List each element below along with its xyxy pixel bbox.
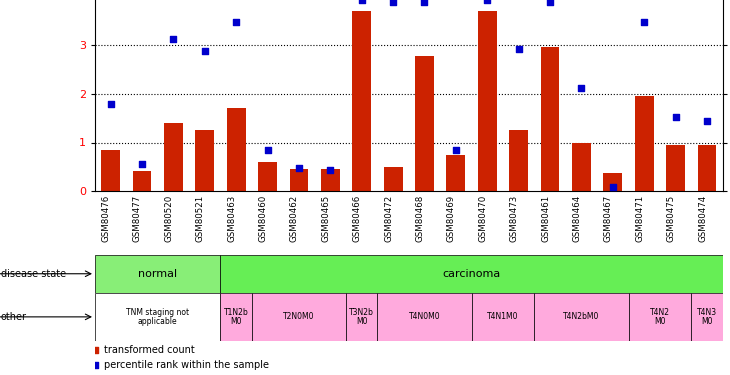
Point <box>231 19 242 25</box>
Bar <box>384 167 402 191</box>
Text: normal: normal <box>138 269 177 279</box>
Point <box>607 184 619 190</box>
Bar <box>252 292 346 341</box>
Text: GSM80477: GSM80477 <box>133 194 142 242</box>
Bar <box>472 292 534 341</box>
Bar <box>534 292 629 341</box>
Text: GSM80474: GSM80474 <box>698 194 707 242</box>
Text: T4N3
M0: T4N3 M0 <box>697 308 717 326</box>
Text: T4N0M0: T4N0M0 <box>409 312 440 321</box>
Text: T4N2
M0: T4N2 M0 <box>650 308 670 326</box>
Text: T3N2b
M0: T3N2b M0 <box>349 308 374 326</box>
Text: GSM80460: GSM80460 <box>258 194 268 242</box>
Point <box>482 0 493 3</box>
Bar <box>133 171 151 191</box>
Text: GSM80461: GSM80461 <box>541 194 550 242</box>
Bar <box>164 123 182 191</box>
Text: T4N1M0: T4N1M0 <box>487 312 519 321</box>
Bar <box>478 11 496 191</box>
Bar <box>447 154 465 191</box>
Text: GSM80521: GSM80521 <box>196 194 205 242</box>
Point <box>262 147 274 153</box>
Text: T1N2b
M0: T1N2b M0 <box>224 308 248 326</box>
Text: GSM80462: GSM80462 <box>290 194 299 242</box>
Point <box>388 0 399 5</box>
Point <box>277 162 289 168</box>
Point <box>356 0 368 3</box>
Text: TNM staging not
applicable: TNM staging not applicable <box>126 308 189 326</box>
Text: GSM80472: GSM80472 <box>384 194 393 242</box>
Point <box>293 165 305 171</box>
Point <box>137 161 148 167</box>
Bar <box>510 130 528 191</box>
Text: GSM80466: GSM80466 <box>353 194 362 242</box>
Point <box>168 36 180 42</box>
Point <box>199 48 211 54</box>
Bar <box>604 173 622 191</box>
Point <box>513 46 525 52</box>
Text: GSM80475: GSM80475 <box>666 194 676 242</box>
Bar <box>691 292 723 341</box>
Bar <box>227 108 245 191</box>
Bar <box>698 145 716 191</box>
Point <box>702 118 713 124</box>
Text: GSM80468: GSM80468 <box>415 194 425 242</box>
Bar <box>572 142 591 191</box>
Bar <box>377 292 472 341</box>
Bar <box>95 292 220 341</box>
Text: GSM80520: GSM80520 <box>164 194 174 242</box>
Text: T4N2bM0: T4N2bM0 <box>564 312 599 321</box>
Bar <box>629 292 691 341</box>
Text: GSM80464: GSM80464 <box>572 194 582 242</box>
Text: T2N0M0: T2N0M0 <box>283 312 315 321</box>
Bar <box>290 170 308 191</box>
Bar <box>353 11 371 191</box>
Bar <box>321 170 339 191</box>
Point <box>105 100 117 106</box>
Text: GSM80467: GSM80467 <box>604 194 613 242</box>
Point <box>419 0 431 5</box>
Bar <box>415 56 434 191</box>
Point <box>576 85 588 91</box>
Bar <box>635 96 653 191</box>
Text: disease state: disease state <box>1 269 66 279</box>
Text: GSM80465: GSM80465 <box>321 194 331 242</box>
Point <box>277 299 289 305</box>
Text: GSM80476: GSM80476 <box>101 194 111 242</box>
Bar <box>541 48 559 191</box>
Point <box>325 167 337 173</box>
Text: GSM80463: GSM80463 <box>227 194 237 242</box>
Point <box>450 147 462 153</box>
Bar <box>95 255 220 292</box>
Bar <box>346 292 377 341</box>
Bar <box>196 130 214 191</box>
Text: transformed count: transformed count <box>104 345 195 355</box>
Point <box>639 19 650 25</box>
Bar <box>666 145 685 191</box>
Text: other: other <box>1 312 27 322</box>
Text: GSM80473: GSM80473 <box>510 194 519 242</box>
Bar <box>220 292 252 341</box>
Bar <box>258 162 277 191</box>
Text: GSM80469: GSM80469 <box>447 194 456 242</box>
Text: percentile rank within the sample: percentile rank within the sample <box>104 360 269 370</box>
Bar <box>220 255 723 292</box>
Point <box>545 0 556 5</box>
Point <box>670 114 682 120</box>
Text: GSM80470: GSM80470 <box>478 194 488 242</box>
Text: carcinoma: carcinoma <box>442 269 501 279</box>
Bar <box>101 150 120 191</box>
Text: GSM80471: GSM80471 <box>635 194 645 242</box>
